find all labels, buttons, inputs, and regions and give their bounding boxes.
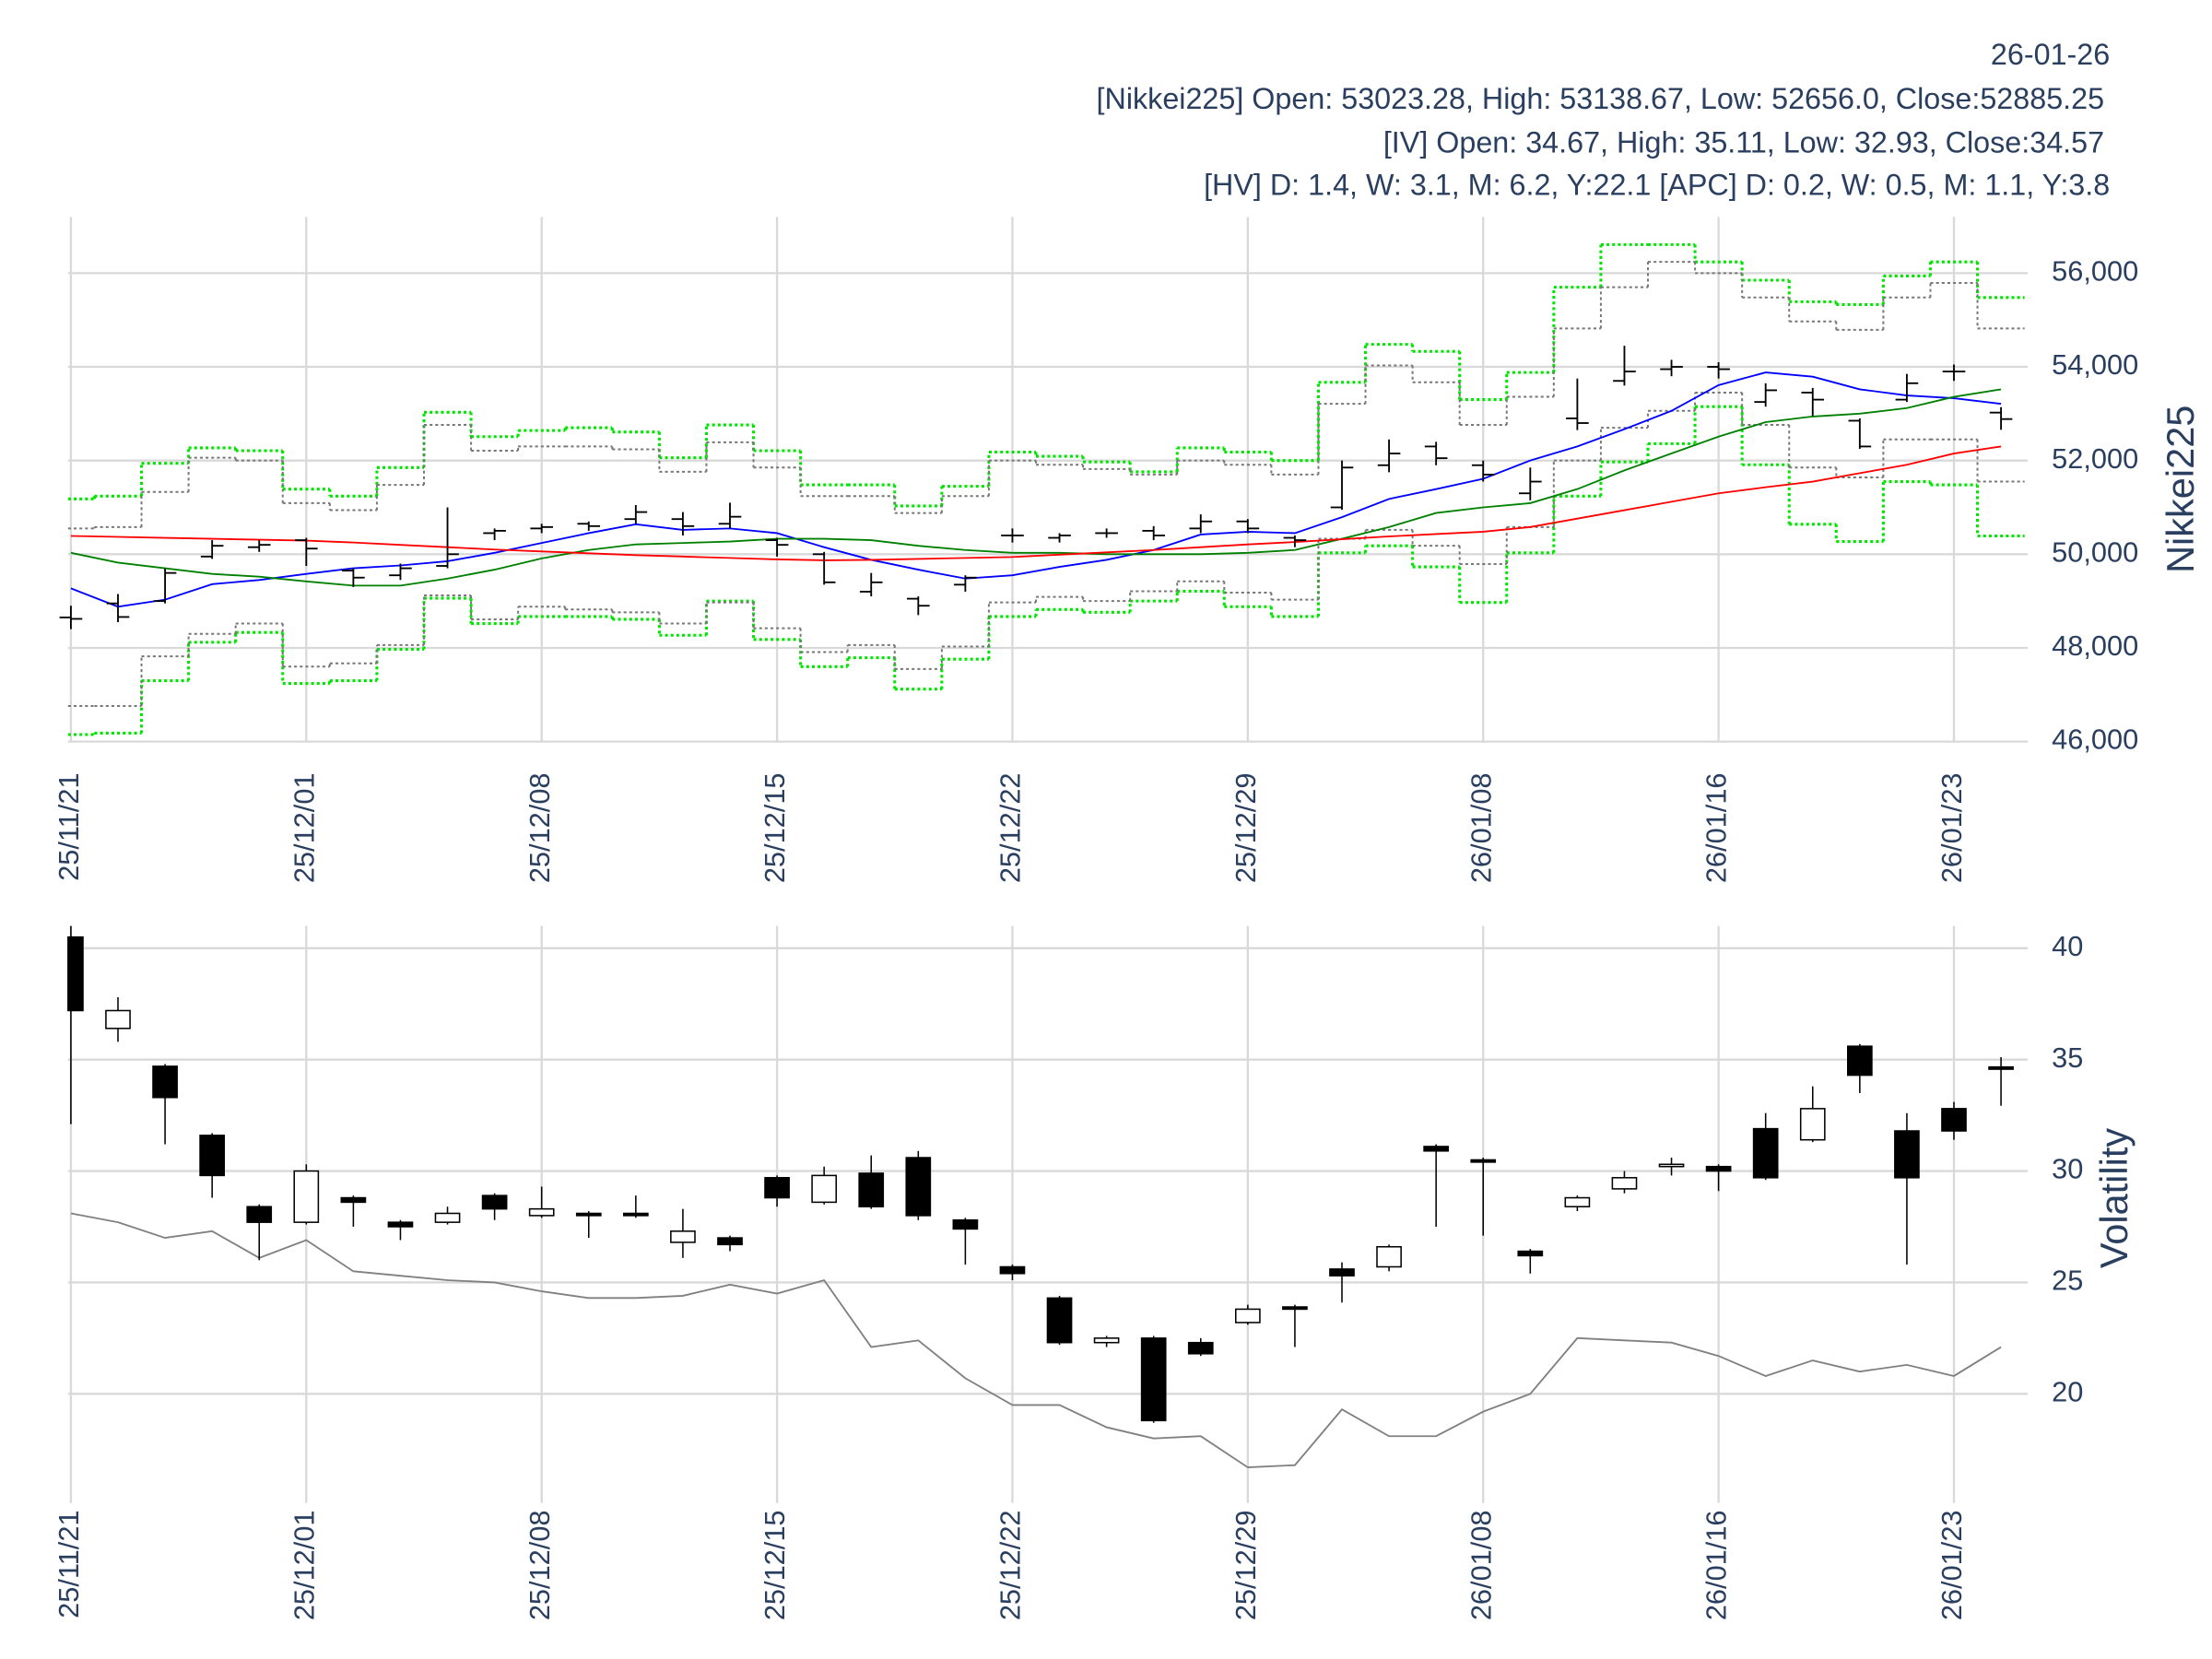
candle-body [246, 1206, 273, 1223]
candle-body [1941, 1108, 1967, 1132]
x-tick-label: 25/12/15 [759, 772, 791, 883]
moving-average-line [70, 371, 2002, 608]
x-tick-label: 26/01/08 [1465, 1510, 1497, 1620]
candle-body [575, 1212, 602, 1217]
x-tick-label: 25/12/08 [524, 772, 556, 883]
candle-body [387, 1221, 414, 1228]
y-tick-label: 56,000 [2052, 254, 2138, 287]
y-tick-label: 25 [2052, 1265, 2083, 1297]
candle-body [905, 1157, 932, 1217]
y-tick-label: 46,000 [2052, 724, 2138, 756]
candle-body [1705, 1165, 1732, 1172]
x-tick-label: 25/12/15 [759, 1510, 791, 1620]
candle-body [1329, 1268, 1355, 1277]
x-tick-label: 26/01/23 [1936, 1510, 1968, 1620]
candle-body [858, 1172, 885, 1208]
candle-body [1752, 1127, 1779, 1179]
y-tick-label: 40 [2052, 930, 2083, 962]
candle-body [1046, 1297, 1073, 1344]
candle-body [1988, 1065, 2014, 1070]
plot [67, 925, 2028, 1503]
candle-body [293, 1170, 320, 1223]
plot [59, 217, 2028, 743]
candle-body [528, 1207, 555, 1217]
candle-body [1093, 1337, 1120, 1344]
x-tick-label: 25/12/22 [994, 772, 1027, 883]
y-tick-label: 35 [2052, 1041, 2083, 1074]
candle-body [1187, 1341, 1214, 1355]
y-tick-label: 48,000 [2052, 629, 2138, 662]
y-tick-label: 30 [2052, 1153, 2083, 1185]
annotation: [IV] Open: 34.67, High: 35.11, Low: 32.9… [1383, 125, 2104, 159]
y-axis-title: Volatility [2092, 1128, 2136, 1269]
x-tick-label: 25/12/08 [524, 1510, 556, 1620]
candle-body [1282, 1306, 1308, 1311]
x-tick-label: 25/11/21 [53, 1510, 85, 1618]
candle-body [1235, 1308, 1261, 1324]
x-tick-label: 25/12/29 [1230, 772, 1262, 883]
y-tick-label: 54,000 [2052, 348, 2138, 381]
annotation: [Nikkei225] Open: 53023.28, High: 53138.… [1097, 82, 2105, 115]
candle-body [105, 1009, 131, 1030]
moving-average-line [70, 388, 2002, 587]
candle-body [434, 1212, 461, 1223]
x-tick-label: 25/12/01 [288, 772, 320, 883]
x-tick-label: 26/01/16 [1700, 772, 1733, 883]
candle-body [1799, 1108, 1826, 1141]
hv-line [70, 1212, 2002, 1469]
x-tick-label: 25/11/21 [53, 772, 85, 880]
candle-body [1894, 1130, 1920, 1179]
candle-body [1470, 1159, 1497, 1163]
candle-body [1658, 1163, 1685, 1168]
candle-body [1376, 1245, 1402, 1268]
candle-body [811, 1174, 838, 1204]
candle-body [481, 1194, 508, 1210]
y-axis-title: Nikkei225 [2159, 406, 2202, 573]
candle-body [717, 1237, 743, 1246]
moving-average-line [70, 445, 2002, 561]
candle-body [152, 1065, 178, 1099]
candle-body [952, 1218, 979, 1230]
candle-body [340, 1196, 367, 1204]
y-tick-label: 52,000 [2052, 442, 2138, 475]
candle-body [1611, 1177, 1638, 1190]
candle-body [622, 1212, 649, 1217]
candle-body [1423, 1146, 1449, 1152]
y-tick-label: 50,000 [2052, 535, 2138, 568]
candle-body [1564, 1196, 1591, 1208]
candle-body [1517, 1250, 1544, 1257]
candle-body [999, 1265, 1026, 1275]
x-tick-label: 26/01/08 [1465, 772, 1497, 883]
candle-body [1846, 1045, 1873, 1077]
x-tick-label: 25/12/29 [1230, 1510, 1262, 1620]
candle-body [764, 1177, 790, 1199]
x-tick-label: 25/12/01 [288, 1510, 320, 1620]
x-tick-label: 26/01/16 [1700, 1510, 1733, 1620]
candle-body [199, 1135, 226, 1177]
y-tick-label: 20 [2052, 1375, 2083, 1407]
candle-body [1140, 1337, 1167, 1422]
x-tick-label: 25/12/22 [994, 1510, 1027, 1620]
candle-body [67, 935, 84, 1012]
candle-body [670, 1230, 696, 1243]
chart-title: 26-01-26 [1991, 38, 2110, 71]
x-tick-label: 26/01/23 [1936, 772, 1968, 883]
annotation: [HV] D: 1.4, W: 3.1, M: 6.2, Y:22.1 [APC… [1204, 169, 2110, 202]
